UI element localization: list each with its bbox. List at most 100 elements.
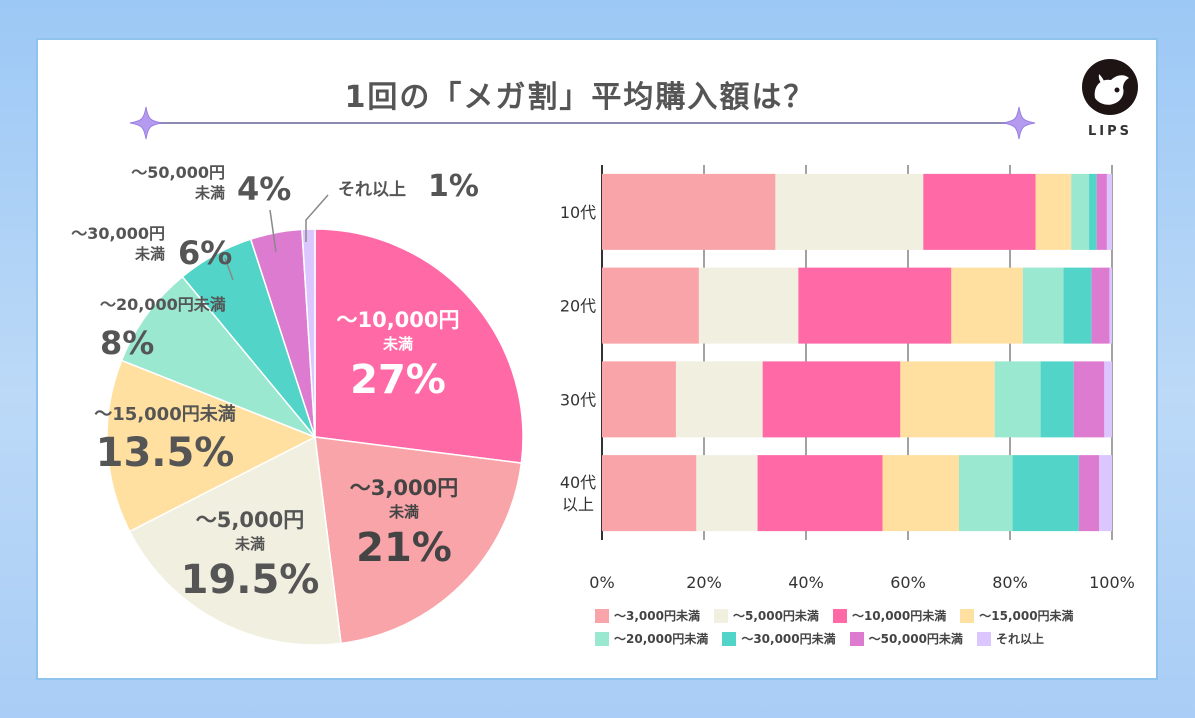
- bar-segment: [1096, 173, 1107, 250]
- sparkle-icon-left: [129, 106, 163, 140]
- pie-slice-name: 〜5,000円: [196, 508, 304, 532]
- legend-label: それ以上: [995, 632, 1044, 646]
- bar-segment: [698, 267, 799, 344]
- bar-segment: [1073, 361, 1105, 438]
- legend-item: 〜50,000円未満: [849, 630, 963, 647]
- bar-segment: [1040, 361, 1074, 438]
- bar-segment: [1109, 267, 1112, 344]
- pie-slice: [120, 275, 316, 438]
- pie-slice: [314, 436, 523, 645]
- legend-item: 〜5,000円未満: [713, 607, 819, 624]
- bar-segment: [1071, 173, 1090, 250]
- x-tick-label: 40%: [788, 573, 824, 592]
- lips-logo-icon: [1082, 59, 1138, 115]
- pie-slice: [301, 228, 316, 438]
- bar-segment: [994, 361, 1041, 438]
- pie-slice-name-sub: 未満: [194, 184, 225, 202]
- pie-slice-value: 13.5%: [96, 430, 235, 476]
- legend-swatch: [960, 608, 975, 623]
- legend-swatch: [595, 608, 609, 623]
- bar-segment: [762, 361, 901, 438]
- legend-swatch: [595, 631, 609, 646]
- bar-segment: [602, 361, 676, 438]
- pie-slice: [106, 359, 317, 533]
- legend-item: 〜30,000円未満: [722, 630, 836, 647]
- title-divider: [145, 122, 1020, 124]
- pie-slice-value: 21%: [356, 525, 452, 571]
- bar-segment: [757, 455, 883, 532]
- legend-label: 〜3,000円未満: [614, 609, 700, 623]
- bar-segment: [675, 361, 763, 438]
- bar-segment: [798, 267, 952, 344]
- x-tick-label: 60%: [890, 573, 926, 592]
- y-category-label: 10代: [560, 203, 596, 222]
- x-tick-label: 0%: [589, 573, 614, 592]
- bar-segment: [775, 173, 924, 250]
- legend-swatch: [722, 631, 737, 646]
- bar-segment: [1104, 361, 1112, 438]
- bar-segment: [602, 267, 699, 344]
- bar-segment: [696, 455, 758, 532]
- bar-legend: 〜3,000円未満 〜5,000円未満 〜10,000円未満 〜15,000円未満〜2…: [595, 607, 1135, 647]
- lips-logo-text: LIPS: [1087, 124, 1132, 139]
- bar-segment: [1063, 267, 1092, 344]
- pie-leader-line: [305, 194, 329, 242]
- pie-slice-value: 4%: [237, 170, 291, 208]
- pie-slice: [128, 435, 342, 646]
- bar-segment: [1078, 455, 1100, 532]
- pie-slice-name: 〜50,000円: [131, 163, 225, 182]
- pie-slice-value: 1%: [428, 169, 479, 204]
- pie-slice-name: 〜30,000円: [71, 224, 165, 243]
- y-category-label: 40代: [560, 473, 596, 492]
- pie-leader-line: [224, 257, 234, 281]
- y-category-label: 以上: [562, 495, 594, 514]
- bar-segment: [1089, 173, 1097, 250]
- bar-segment: [602, 173, 776, 250]
- legend-swatch: [832, 608, 847, 623]
- legend-item: 〜20,000円未満: [595, 630, 708, 647]
- legend-label: 〜15,000円未満: [979, 609, 1074, 623]
- pie-slice-name-sub: 未満: [234, 535, 265, 553]
- legend-item: 〜10,000円未満: [832, 607, 947, 624]
- bar-segment: [951, 267, 1023, 344]
- pie-slice-name: それ以上: [338, 180, 406, 200]
- pie-slice-name-sub: 未満: [382, 335, 413, 353]
- pie-slice-name: 〜10,000円: [336, 308, 459, 332]
- bar-segment: [923, 173, 1036, 250]
- legend-label: 〜20,000円未満: [614, 632, 709, 646]
- x-tick-label: 20%: [686, 573, 722, 592]
- pie-slice-name: 〜15,000円未満: [94, 403, 235, 425]
- bar-segment: [1012, 455, 1079, 532]
- pie-slice: [314, 228, 524, 464]
- pie-slice-name-sub: 未満: [134, 245, 165, 263]
- pie-slice-value: 8%: [100, 324, 154, 362]
- y-category-label: 30代: [560, 390, 596, 409]
- bar-segment: [959, 455, 1013, 532]
- pie-slice-name: 〜3,000円: [350, 476, 458, 500]
- legend-label: 〜5,000円未満: [732, 609, 819, 623]
- pie-slice-value: 19.5%: [181, 557, 320, 603]
- legend-item: 〜3,000円未満: [595, 607, 700, 624]
- pie-leader-line: [269, 209, 277, 253]
- bar-segment: [1091, 267, 1110, 344]
- pie-slice-name: 〜20,000円未満: [100, 295, 226, 314]
- bar-segment: [1099, 455, 1112, 532]
- bar-segment: [900, 361, 995, 438]
- legend-label: 〜10,000円未満: [851, 609, 947, 623]
- pie-slice-name-sub: 未満: [388, 503, 419, 521]
- bar-segment: [1106, 173, 1112, 250]
- page-title: 1回の「メガ割」平均購入額は？: [344, 80, 816, 115]
- legend-item: 〜15,000円未満: [960, 607, 1074, 624]
- x-tick-label: 80%: [992, 573, 1028, 592]
- bar-segment: [882, 455, 959, 532]
- legend-item: それ以上: [976, 630, 1044, 647]
- pie-slice-value: 27%: [350, 357, 446, 403]
- x-tick-label: 100%: [1089, 573, 1135, 592]
- sparkle-icon-right: [1002, 106, 1036, 140]
- bar-segment: [1035, 173, 1072, 250]
- legend-label: 〜30,000円未満: [741, 632, 836, 646]
- legend-swatch: [713, 608, 728, 623]
- legend-swatch: [976, 631, 991, 646]
- bar-segment: [1022, 267, 1064, 344]
